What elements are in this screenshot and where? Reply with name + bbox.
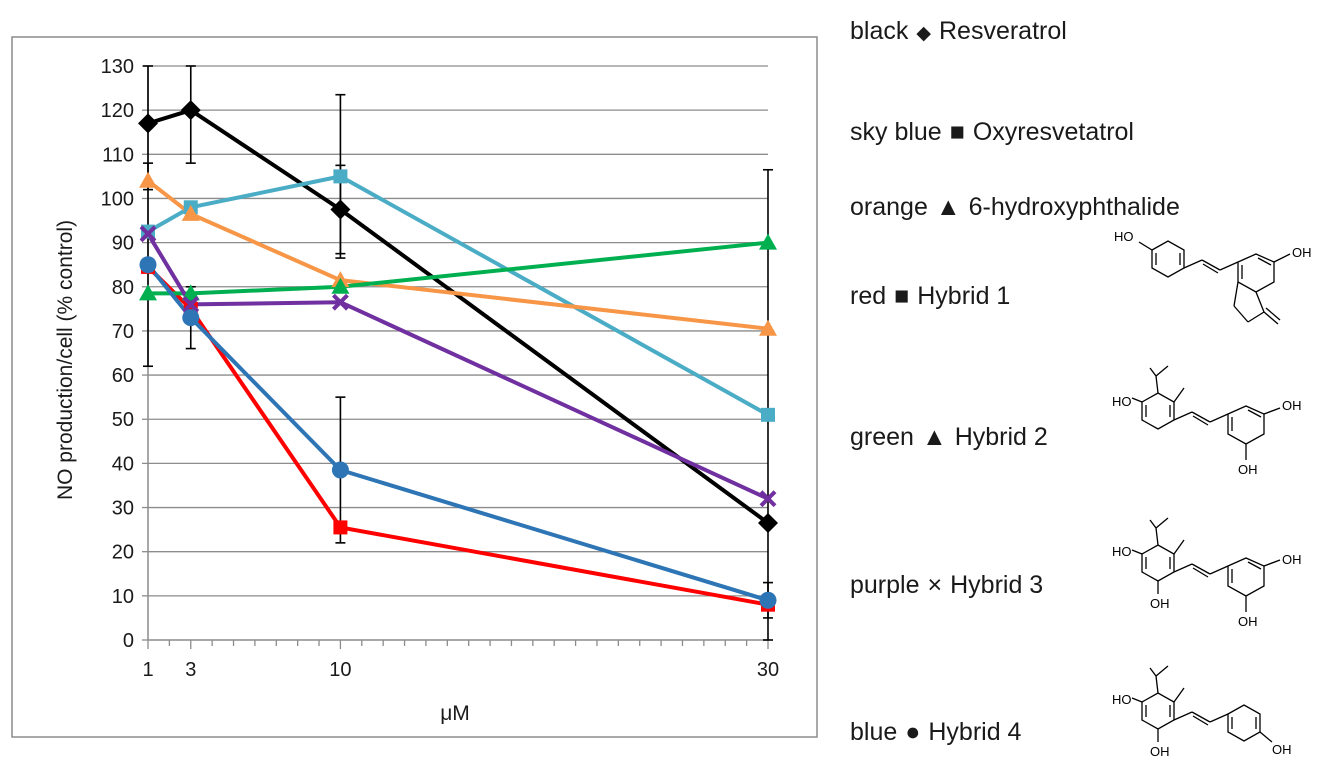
legend-color-name: purple <box>850 571 920 599</box>
legend-label: Hybrid 4 <box>928 718 1022 746</box>
data-point <box>180 100 201 121</box>
structure-label: OH <box>1238 614 1258 629</box>
series-lines <box>146 108 770 607</box>
y-tick-label: 130 <box>101 56 134 78</box>
legend-item-6-hydroxyphthalide: orange ▲ 6-hydroxyphthalide <box>850 193 1180 222</box>
data-point <box>139 256 157 274</box>
legend-color-name: orange <box>850 193 928 221</box>
y-tick-label: 80 <box>112 277 134 299</box>
structure-label: OH <box>1282 398 1302 413</box>
legend: black ◆ Resveratrol sky blue ■ Oxyresvetatro… <box>850 0 1317 778</box>
y-tick-label: 90 <box>112 233 134 255</box>
data-point <box>331 461 349 479</box>
x-axis-label: μM <box>440 702 470 725</box>
hybrid-1-structure: HO OH <box>1114 229 1312 325</box>
triangle-icon: ▲ <box>935 193 961 221</box>
data-point <box>333 520 348 535</box>
series-line <box>147 108 770 525</box>
legend-item-hybrid-4: blue ● Hybrid 4 <box>850 718 1021 747</box>
structure-label: OH <box>1282 552 1302 567</box>
y-tick-label: 70 <box>112 321 134 343</box>
data-point <box>331 277 350 294</box>
data-point <box>181 204 200 221</box>
x-tick-label: 30 <box>757 659 779 681</box>
data-point <box>139 225 157 243</box>
structure-label: OH <box>1272 742 1292 757</box>
legend-label: Hybrid 2 <box>954 423 1048 451</box>
y-tick-labels: 0 10 20 30 40 50 60 70 80 90 100 110 120 130 <box>101 56 134 652</box>
y-tick-label: 100 <box>101 188 134 210</box>
legend-label: Oxyresvetatrol <box>972 118 1134 146</box>
legend-label: Hybrid 3 <box>950 571 1044 599</box>
legend-item-oxyresvetatrol: sky blue ■ Oxyresvetatrol <box>850 118 1134 147</box>
structure-label: OH <box>1292 245 1312 260</box>
x-tick-labels: 1 3 10 30 <box>142 659 779 681</box>
legend-label: Resveratrol <box>939 17 1067 45</box>
x-tick-label: 3 <box>185 659 196 681</box>
data-point <box>333 169 348 184</box>
legend-item-hybrid-3: purple × Hybrid 3 <box>850 571 1043 600</box>
x-minor-ticks <box>147 640 769 649</box>
y-tick-label: 0 <box>123 630 134 652</box>
triangle-icon: ▲ <box>921 423 947 451</box>
y-tick-label: 60 <box>112 365 134 387</box>
chart: 0 10 20 30 40 50 60 70 80 90 100 110 120 130 1 3 10 30 N… <box>11 36 818 738</box>
y-axis-label: NO production/cell (% control) <box>54 220 77 500</box>
structure-label: HO <box>1114 229 1134 244</box>
data-point <box>759 319 777 336</box>
hybrid-3-structure: HO OH OH OH <box>1112 517 1302 629</box>
series-line <box>146 232 769 501</box>
legend-color-name: green <box>850 423 914 451</box>
data-point <box>139 171 157 188</box>
legend-item-resveratrol: black ◆ Resveratrol <box>850 17 1067 46</box>
square-icon: ■ <box>949 118 965 146</box>
data-point <box>759 490 777 508</box>
y-tick-label: 30 <box>112 498 134 520</box>
diamond-icon: ◆ <box>916 23 931 44</box>
data-point <box>761 407 775 422</box>
x-tick-label: 1 <box>142 659 153 681</box>
y-tick-label: 10 <box>112 586 134 608</box>
x-tick-label: 10 <box>329 659 351 681</box>
structure-label: HO <box>1112 544 1132 559</box>
series-line <box>146 179 769 331</box>
series-line <box>146 265 769 607</box>
y-tick-label: 50 <box>112 409 134 431</box>
data-point <box>181 284 200 301</box>
series-line <box>146 263 769 603</box>
series-markers <box>138 100 778 612</box>
legend-label: 6-hydroxyphthalide <box>968 193 1180 221</box>
legend-color-name: blue <box>850 718 898 746</box>
data-point <box>139 284 157 301</box>
y-tick-label: 40 <box>112 453 134 475</box>
hybrid-2-structure: HO OH OH <box>1112 365 1302 477</box>
data-point <box>759 233 777 250</box>
y-tick-label: 20 <box>112 542 134 564</box>
series-line <box>147 174 769 417</box>
cross-icon: × <box>927 571 943 599</box>
structure-label: OH <box>1238 462 1258 477</box>
structure-label: OH <box>1150 744 1170 759</box>
legend-color-name: sky blue <box>850 118 942 146</box>
hybrid-4-structure: HO OH OH <box>1112 665 1292 759</box>
data-point <box>331 293 349 311</box>
structure-label: HO <box>1112 394 1132 409</box>
data-point <box>182 296 200 313</box>
circle-icon: ● <box>905 718 921 746</box>
data-point <box>182 309 200 327</box>
legend-color-name: red <box>850 282 887 310</box>
square-icon: ■ <box>894 282 910 310</box>
legend-label: Hybrid 1 <box>917 282 1011 310</box>
data-point <box>330 199 351 220</box>
legend-item-hybrid-1: red ■ Hybrid 1 <box>850 282 1010 311</box>
structure-label: HO <box>1112 692 1132 707</box>
structure-label: OH <box>1150 596 1170 611</box>
data-point <box>759 591 777 609</box>
y-tick-label: 110 <box>102 144 134 166</box>
data-point <box>758 512 778 533</box>
y-tick-label: 120 <box>101 100 134 122</box>
legend-item-hybrid-2: green ▲ Hybrid 2 <box>850 423 1048 452</box>
data-point <box>138 113 158 134</box>
legend-color-name: black <box>850 17 909 45</box>
